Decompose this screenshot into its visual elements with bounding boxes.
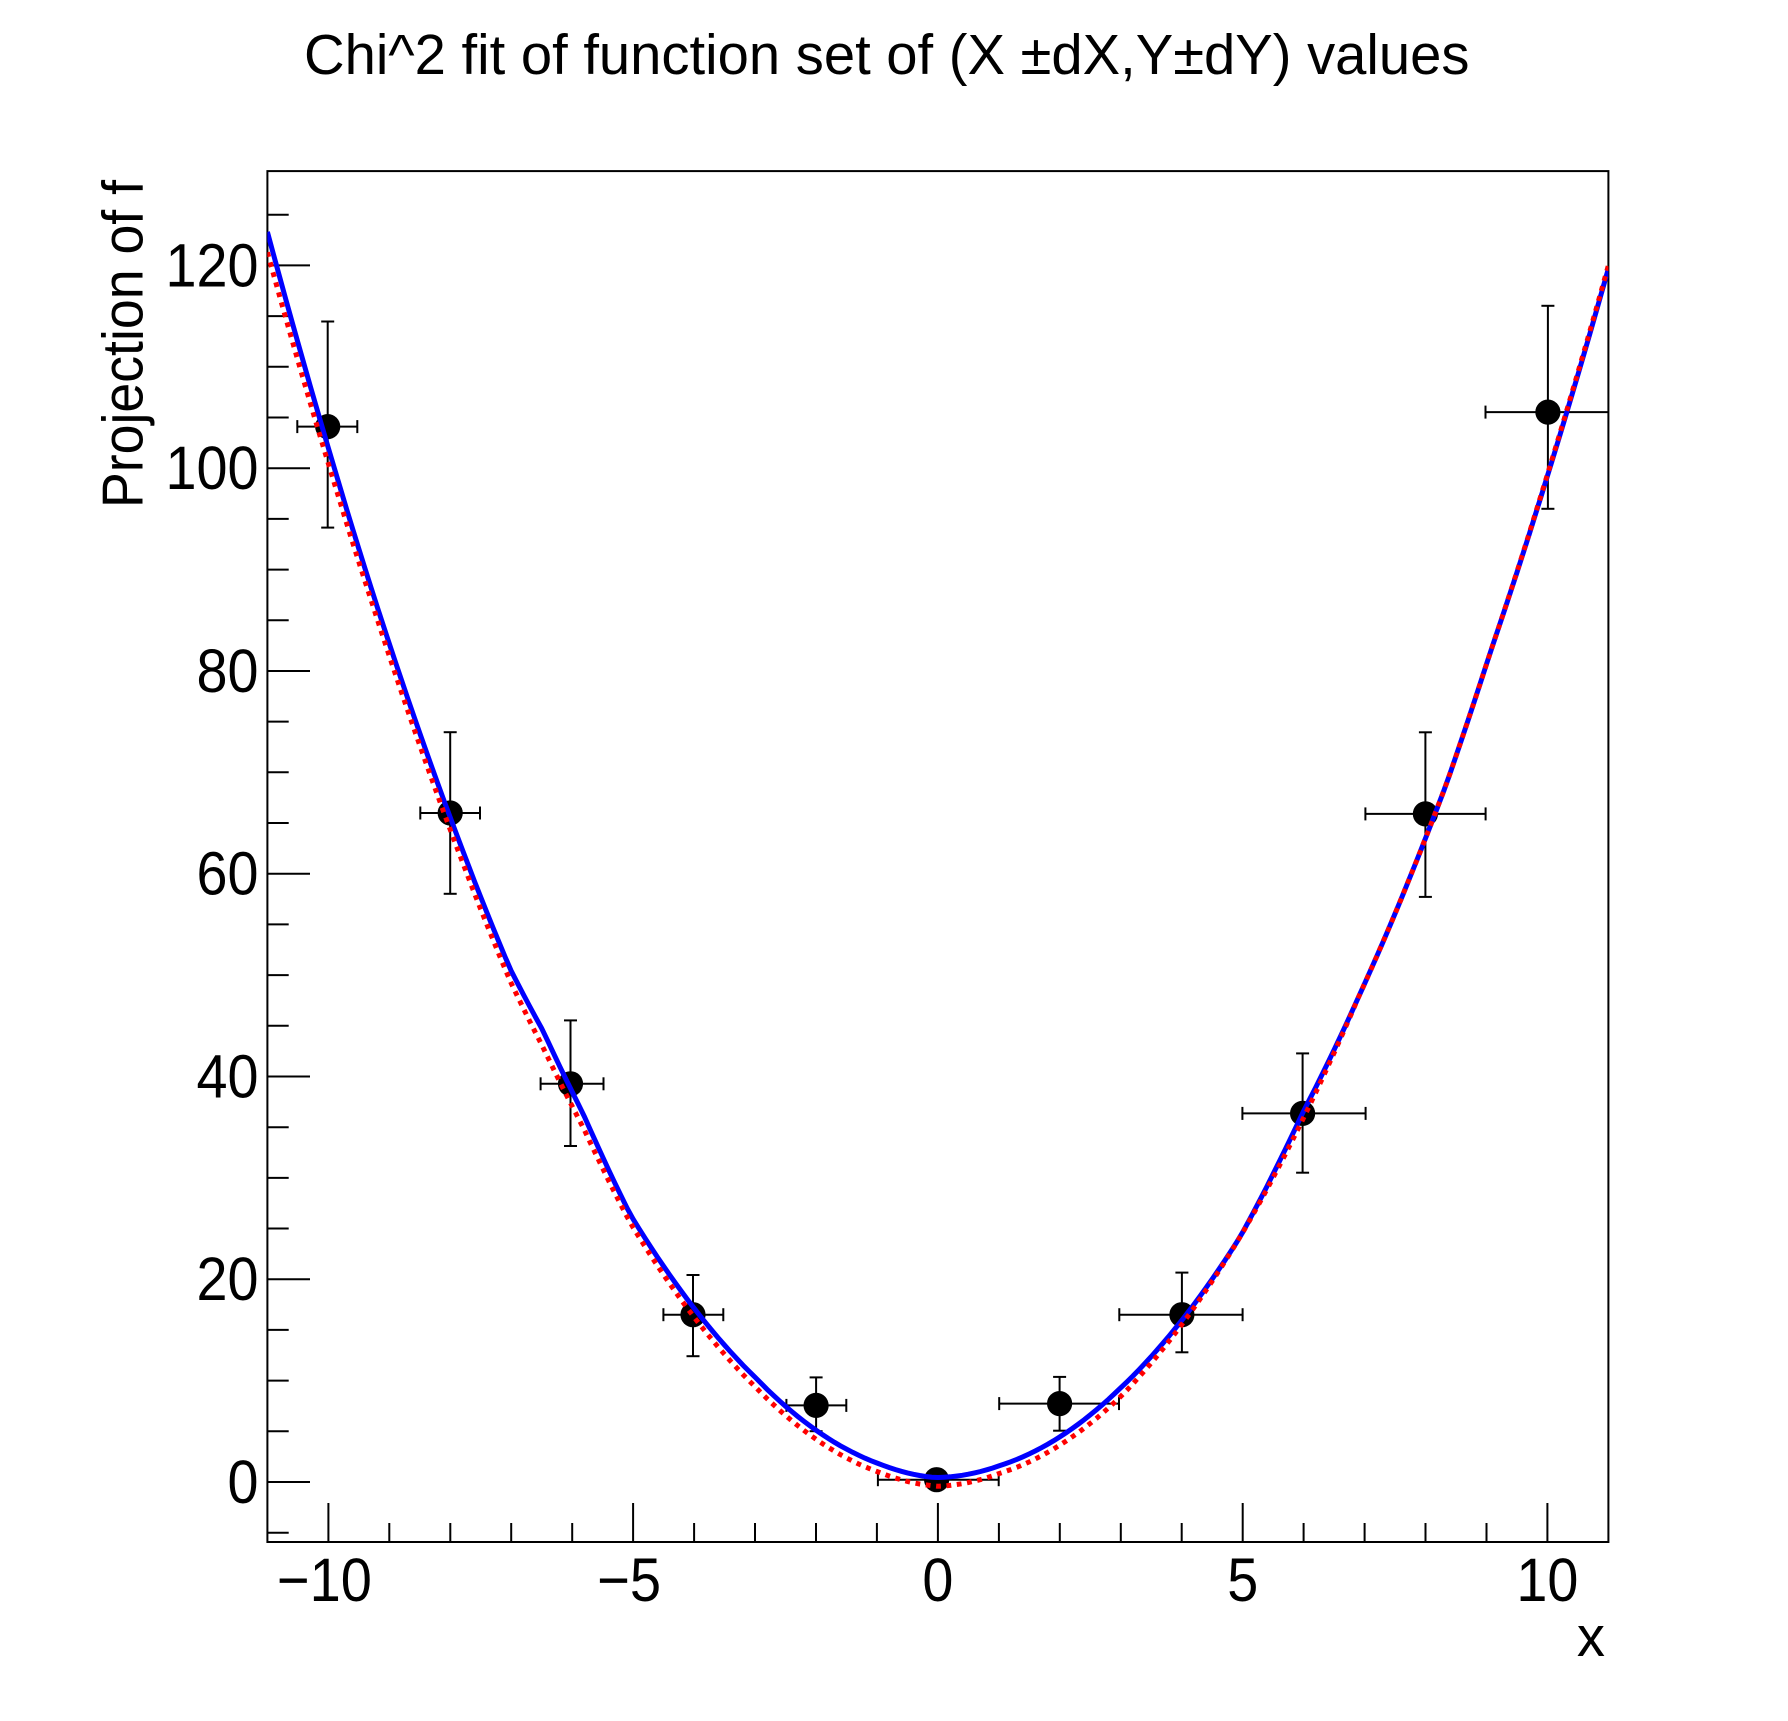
svg-text:0: 0	[922, 1546, 953, 1614]
svg-text:−5: −5	[597, 1546, 661, 1614]
svg-text:0: 0	[228, 1448, 259, 1516]
svg-text:−10: −10	[277, 1546, 372, 1614]
svg-text:Projection of f: Projection of f	[92, 179, 156, 508]
svg-text:10: 10	[1516, 1546, 1578, 1614]
svg-text:20: 20	[197, 1245, 259, 1313]
svg-text:120: 120	[166, 231, 259, 299]
svg-text:5: 5	[1227, 1546, 1258, 1614]
svg-text:80: 80	[197, 637, 259, 705]
svg-text:60: 60	[197, 840, 259, 908]
svg-text:Chi^2 fit of function set of (: Chi^2 fit of function set of (X ±dX,Y±dY…	[304, 23, 1470, 86]
svg-text:40: 40	[197, 1043, 259, 1111]
svg-text:x: x	[1577, 1605, 1605, 1668]
svg-text:100: 100	[166, 434, 259, 502]
